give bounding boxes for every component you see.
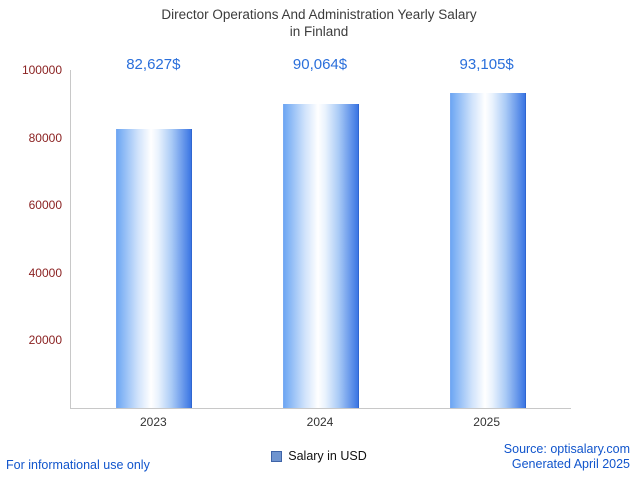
legend-marker-icon (271, 450, 283, 462)
x-tick-label: 2024 (306, 415, 334, 429)
source-link[interactable]: Source: optisalary.com (503, 442, 630, 456)
bar-2024 (283, 104, 359, 408)
y-tick-label: 100000 (21, 63, 62, 77)
plot-area (70, 70, 571, 409)
footer-source-block: Source: optisalary.com Generated April 2… (504, 442, 630, 472)
chart-legend: Salary in USD (0, 449, 638, 463)
x-tick-label: 2025 (473, 415, 501, 429)
y-tick-label: 80000 (28, 130, 62, 145)
bar-value-label: 82,627$ (126, 56, 181, 73)
y-tick-label: 20000 (28, 333, 62, 348)
bar-value-label: 93,105$ (459, 56, 514, 73)
bar-2025 (449, 93, 526, 408)
y-tick-label: 40000 (28, 265, 62, 280)
legend-label: Salary in USD (288, 449, 367, 463)
generated-date: Generated April 2025 (511, 457, 630, 471)
bar-value-label: 90,064$ (292, 56, 348, 73)
chart-title-line2: in Finland (289, 24, 349, 39)
chart-title: Director Operations And Administration Y… (0, 6, 638, 40)
y-tick-label: 60000 (28, 198, 62, 213)
bar-2023 (116, 129, 193, 408)
x-tick-label: 2023 (139, 415, 167, 429)
disclaimer-text: For informational use only (6, 458, 150, 472)
chart-title-line1: Director Operations And Administration Y… (161, 7, 477, 22)
